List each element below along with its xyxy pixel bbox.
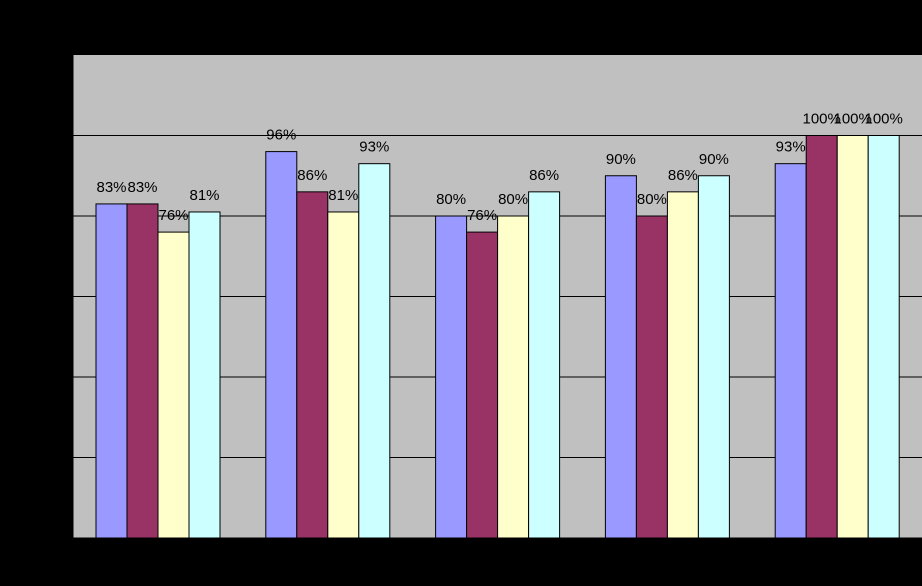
bar-group-3-series-1 bbox=[435, 215, 468, 539]
bar-group-3-series-4 bbox=[528, 191, 561, 539]
bar-group-2-series-3 bbox=[327, 211, 360, 539]
data-labels: 83% 83%76%81%96%86%81%93%80%76%80%86%90%8… bbox=[96, 111, 902, 225]
axes bbox=[72, 55, 922, 539]
bar-group-4-series-1 bbox=[604, 175, 637, 539]
bar-group-1-series-3 bbox=[157, 231, 190, 539]
bar-group-1-series-4 bbox=[188, 211, 221, 539]
data-label-group-2-series-1: 96% bbox=[266, 127, 296, 144]
data-label-group-1-series-4: 81% bbox=[189, 187, 219, 204]
bar-group-5-series-1 bbox=[774, 163, 807, 539]
bar-group-2-series-4 bbox=[358, 163, 391, 539]
bar-group-5-series-2 bbox=[805, 135, 838, 539]
bar-group-5-series-4 bbox=[867, 135, 900, 539]
data-label-group-5-series-2: 100% bbox=[803, 111, 841, 128]
data-label-group-3-series-1: 80% bbox=[436, 191, 466, 208]
bar-group-2-series-1 bbox=[265, 151, 298, 539]
data-label-group-3-series-2: 76% bbox=[467, 207, 497, 224]
data-label-group-2-series-4: 93% bbox=[359, 139, 389, 156]
bar-group-5-series-3 bbox=[836, 135, 869, 539]
data-label-group-5-series-3: 100% bbox=[834, 111, 872, 128]
data-label-group-4-series-4: 90% bbox=[699, 151, 729, 168]
data-label-group-4-series-3: 86% bbox=[668, 167, 698, 184]
bar-group-3-series-2 bbox=[466, 231, 499, 539]
bar-group-1-series-1 bbox=[95, 203, 128, 539]
bar-group-1-series-2 bbox=[126, 203, 159, 539]
data-label-group-4-series-2: 80% bbox=[637, 191, 667, 208]
bar-group-2-series-2 bbox=[296, 191, 329, 539]
bar-group-3-series-3 bbox=[497, 215, 530, 539]
bars bbox=[95, 135, 900, 539]
bar-group-4-series-3 bbox=[666, 191, 699, 539]
data-label-group-1-series-2: 83% bbox=[127, 179, 157, 196]
data-label-group-5-series-1: 93% bbox=[776, 139, 806, 156]
data-label-group-5-series-4: 100% bbox=[865, 111, 903, 128]
data-label-group-2-series-2: 86% bbox=[297, 167, 327, 184]
data-label-group-2-series-3: 81% bbox=[328, 187, 358, 204]
bar-group-4-series-2 bbox=[635, 215, 668, 539]
data-label-group-1-series-1: 83% bbox=[96, 179, 126, 196]
data-label-group-3-series-3: 80% bbox=[498, 191, 528, 208]
bar-group-4-series-4 bbox=[697, 175, 730, 539]
data-label-group-4-series-1: 90% bbox=[606, 151, 636, 168]
data-label-group-1-series-3: 76% bbox=[158, 207, 188, 224]
data-label-group-3-series-4: 86% bbox=[529, 167, 559, 184]
